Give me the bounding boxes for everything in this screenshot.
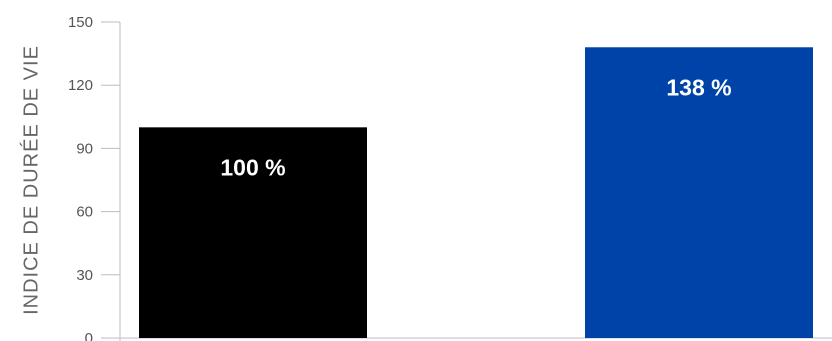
y-tick-label: 90 bbox=[76, 140, 93, 157]
y-tick-label: 0 bbox=[85, 330, 93, 341]
bar-2-value-label: 138 % bbox=[666, 74, 731, 100]
bar-1 bbox=[139, 127, 367, 338]
y-axis-label: INDICE DE DURÉE DE VIE bbox=[19, 45, 42, 315]
bar-1-value-label: 100 % bbox=[220, 154, 285, 180]
y-tick-label: 30 bbox=[76, 267, 93, 284]
bar-2 bbox=[585, 47, 813, 338]
y-tick-label: 120 bbox=[68, 77, 93, 94]
y-tick-label: 150 bbox=[68, 14, 93, 31]
y-tick-label: 60 bbox=[76, 204, 93, 221]
